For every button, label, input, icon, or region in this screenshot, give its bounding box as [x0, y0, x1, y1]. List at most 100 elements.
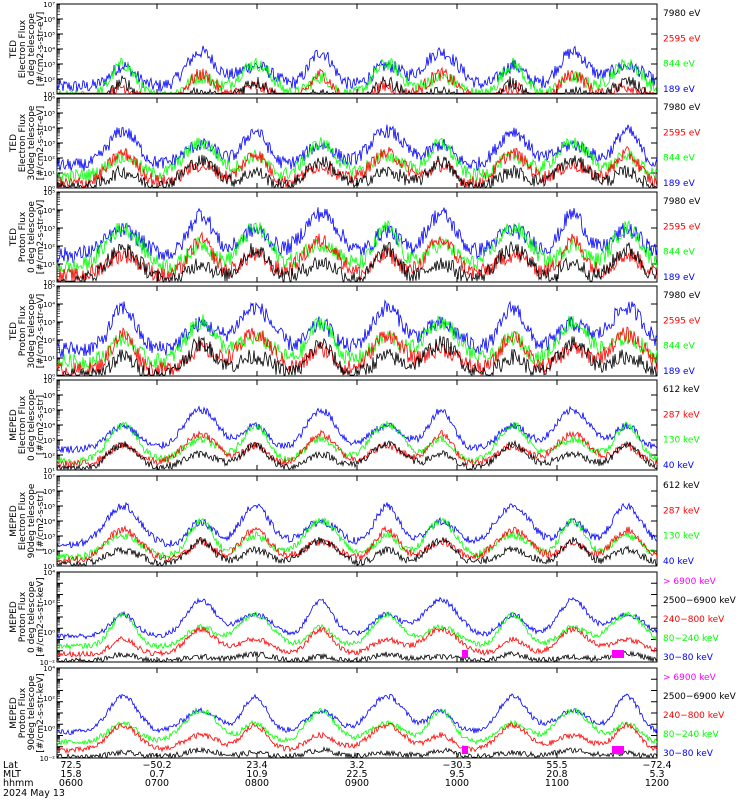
legend-entry: 30−80 keV: [663, 749, 714, 759]
y-axis-label: MEPED Electron Flux 90deg telescope [#/cm2-…: [9, 483, 46, 558]
legend-entry: 240−800 keV: [663, 711, 725, 721]
legend-entry: 844 eV: [663, 60, 696, 70]
legend-entry: 40 keV: [663, 461, 695, 471]
series-trace-green: [56, 516, 658, 561]
y-tick-label: 10⁵: [43, 407, 55, 415]
y-axis-label: MEPED Electron Flux 0 deg telescope [#/cm2-…: [9, 389, 46, 461]
series-trace-red: [56, 326, 658, 377]
y-tick-label: 10⁴: [43, 207, 55, 215]
legend-entry: 2595 eV: [663, 316, 701, 326]
y-tick-label: 10³: [43, 437, 55, 445]
x-tick-label-lat: 23.4: [246, 760, 267, 771]
y-tick-label: 10¹: [43, 261, 55, 269]
y-tick-label: 10²: [43, 337, 55, 345]
y-axis-label: TED Proton Flux 0 deg telescope [#/cm2-s-st…: [9, 200, 46, 275]
y-tick-label: 10⁵: [43, 110, 55, 118]
y-label-line: TED: [9, 40, 19, 59]
y-label-line: Proton Flux: [18, 591, 28, 642]
y-tick-label: 10⁴: [43, 46, 55, 54]
y-tick-label: 10³: [43, 225, 55, 233]
y-axis-label: TED Proton Flux 30deg telescope [#/cm2-s-st…: [9, 293, 46, 368]
series-trace-red: [56, 721, 658, 755]
y-label-line: Proton Flux: [18, 687, 28, 738]
y-tick-label: 10³: [43, 319, 55, 327]
y-tick-label: 10⁻²: [40, 659, 56, 667]
y-tick-label: 10²: [43, 76, 55, 84]
x-tick-label-time: 1200: [645, 778, 669, 789]
legend-entry: 844 eV: [663, 248, 696, 258]
series-trace-red: [56, 145, 658, 189]
series-trace-green: [56, 707, 658, 747]
y-axis-label: MEPED Proton Flux 90deg telescope [#/cm2-s-…: [9, 673, 46, 752]
x-tick-label-time: 0600: [59, 778, 83, 789]
x-tick-label-time: 0800: [245, 778, 269, 789]
lat-row-label: Lat: [3, 760, 18, 771]
legend-entry: 240−800 keV: [663, 615, 725, 625]
x-tick-label-mlt: 0.7: [149, 769, 164, 780]
y-label-line: TED: [9, 134, 19, 153]
series-trace-blue: [56, 299, 658, 358]
series-trace-green: [56, 314, 658, 371]
legend-entry: 287 keV: [663, 410, 700, 420]
series-trace-green: [56, 219, 658, 275]
series-marker-magenta: [618, 650, 624, 658]
y-tick-label: 10⁵: [43, 503, 55, 511]
y-label-line: Proton Flux: [18, 305, 28, 356]
y-label-line: [#/cm2-s-str-eV]: [36, 294, 46, 369]
x-tick-label-lat: −30.3: [442, 760, 471, 771]
y-axis-label: TED Electron Flux 0 deg telescope [#/cm2-s-…: [9, 12, 46, 87]
x-tick-label-lat: 3.2: [349, 760, 364, 771]
y-tick-label: 10⁵: [43, 283, 55, 291]
legend-entry: 844 eV: [663, 154, 696, 164]
legend-entry: 2595 eV: [663, 128, 701, 138]
legend-entry: 130 keV: [663, 436, 700, 446]
x-tick-label-lat: −72.4: [642, 760, 671, 771]
y-label-line: 0 deg telescope: [27, 581, 37, 653]
x-tick-label-time: 1000: [445, 778, 469, 789]
legend-entry: 189 eV: [663, 85, 696, 95]
y-label-line: [#/cm2-s-str-eV]: [36, 12, 46, 87]
y-tick-label: 10²: [43, 599, 55, 607]
x-tick-label-lat: 72.5: [60, 760, 81, 771]
y-tick-label: 10³: [43, 533, 55, 541]
x-tick-label-time: 0700: [145, 778, 169, 789]
y-label-line: [#/cm2-s-str-keV]: [36, 673, 46, 752]
series-marker-magenta: [618, 746, 624, 754]
y-tick-label: 10⁶: [43, 95, 55, 103]
y-tick-label: 10²: [43, 155, 55, 163]
legend-entry: 189 eV: [663, 367, 696, 377]
x-tick-label-mlt: 10.9: [246, 769, 267, 780]
y-label-line: [#/cm2-s-str-eV]: [36, 106, 46, 181]
y-tick-label: 10⁰: [43, 725, 55, 733]
y-tick-label: 10⁴: [43, 125, 55, 133]
series-marker-magenta: [612, 746, 618, 754]
y-tick-label: 10¹: [43, 91, 55, 99]
y-tick-label: 10⁷: [43, 377, 55, 385]
y-label-line: 0 deg telescope: [27, 389, 37, 461]
y-tick-label: 10¹: [43, 563, 55, 571]
y-label-line: 30deg telescope: [27, 105, 37, 180]
legend-entry: 189 eV: [663, 179, 696, 189]
y-tick-label: 10⁶: [43, 392, 55, 400]
series-marker-magenta: [462, 746, 468, 754]
y-tick-label: 10⁰: [43, 185, 55, 193]
y-label-line: TED: [9, 322, 19, 341]
y-tick-label: 10²: [43, 452, 55, 460]
x-tick-label-lat: −50.2: [142, 760, 171, 771]
y-tick-label: 10⁵: [43, 31, 55, 39]
legend-entry: 7980 eV: [663, 197, 701, 207]
legend-entry: 2595 eV: [663, 34, 701, 44]
series-trace-blue: [56, 596, 658, 641]
series-trace-green: [57, 57, 658, 95]
y-label-line: Electron Flux: [18, 491, 28, 550]
legend-entry: 287 keV: [663, 506, 700, 516]
hhmm-row-label: hhmm: [3, 778, 34, 789]
y-label-line: 0 deg telescope: [27, 201, 37, 273]
y-tick-label: 10⁷: [43, 1, 55, 9]
y-tick-label: 10⁶: [43, 488, 55, 496]
legend-entry: 130 keV: [663, 532, 700, 542]
x-tick-label-mlt: 5.3: [649, 769, 664, 780]
y-tick-label: 10⁴: [43, 422, 55, 430]
